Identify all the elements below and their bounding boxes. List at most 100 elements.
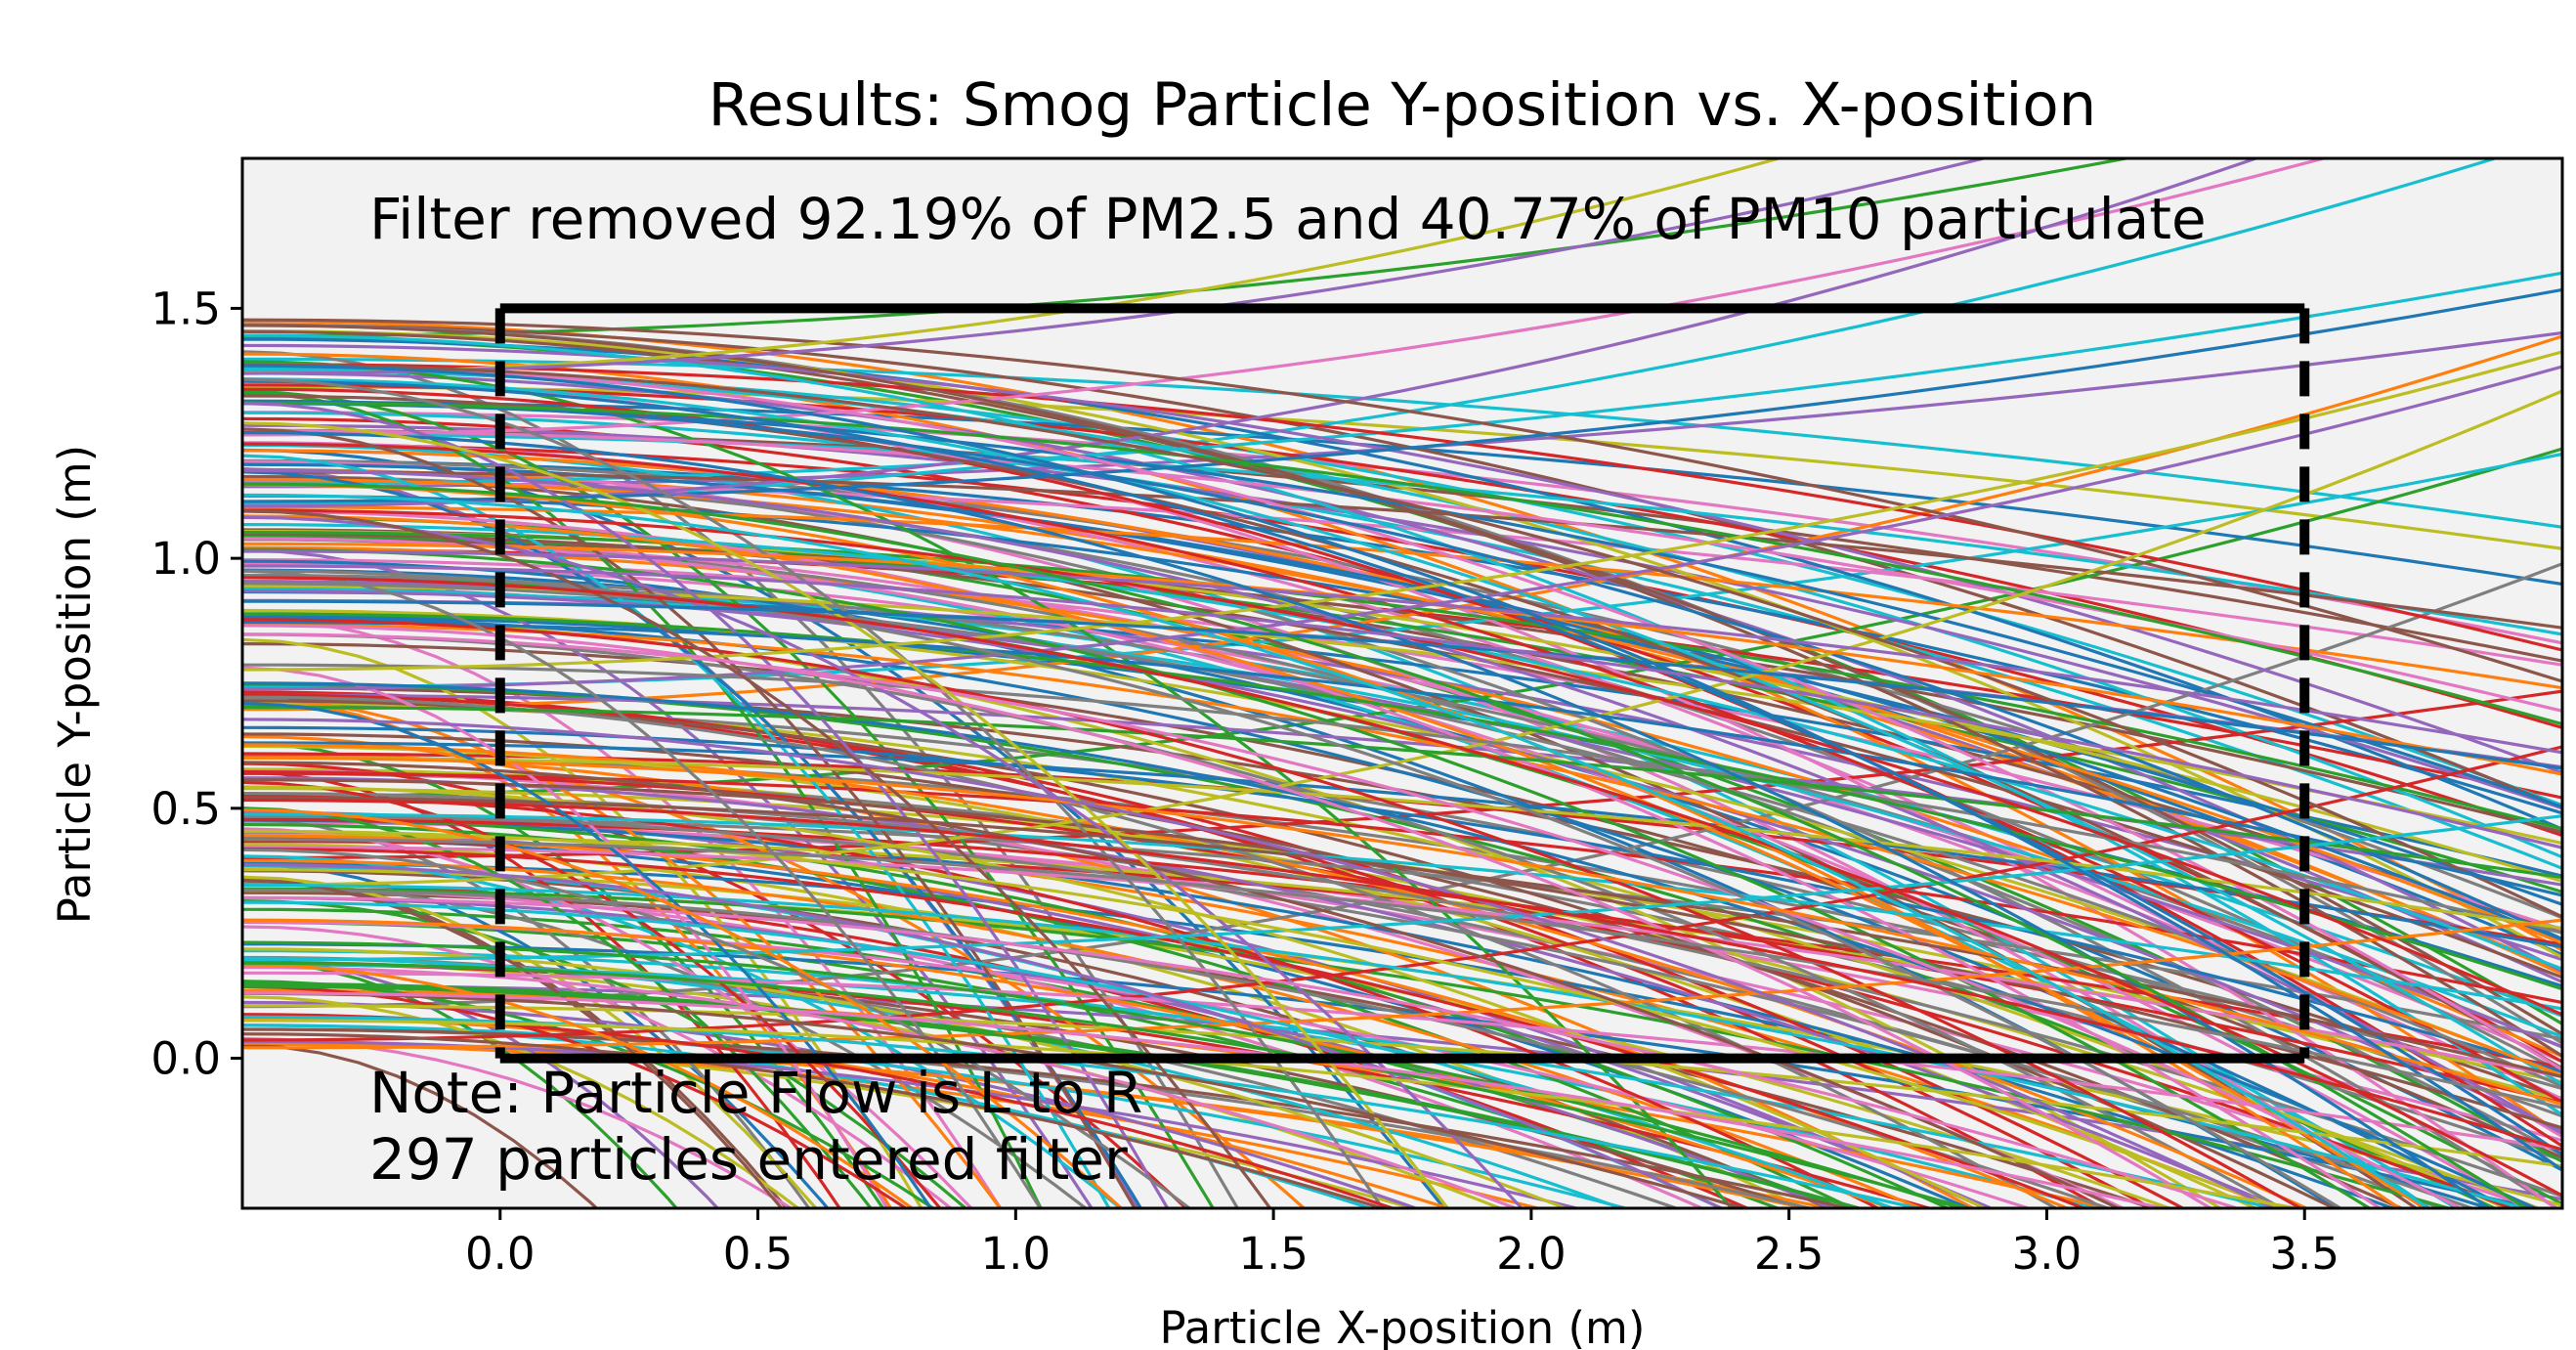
filter-efficiency-annotation: Filter removed 92.19% of PM2.5 and 40.77… [369,186,2207,252]
particle-trajectory [242,531,2562,831]
particle-trajectory [242,569,1043,1208]
particle-trajectories [242,158,2562,1208]
particle-trajectory [242,379,2562,1156]
particle-trajectory [242,363,2562,1071]
particle-trajectory [242,745,2562,1042]
particle-trajectory [242,364,2562,1172]
particle-trajectory [242,589,2562,1049]
particle-trajectory [242,918,1896,1208]
x-tick-label: 0.5 [723,1228,794,1280]
particle-trajectory [242,363,2562,652]
particle-trajectory [242,401,1170,1208]
particle-trajectory [242,564,2562,849]
y-tick-label: 0.0 [150,1033,221,1085]
particle-trajectory [242,576,2562,1198]
particle-trajectory [242,895,2243,1208]
particle-trajectory [242,532,2562,980]
particle-trajectory [242,848,1192,1208]
particle-trajectory [242,427,1137,1208]
x-tick-label: 1.5 [1238,1228,1309,1280]
x-axis: 0.0 0.5 1.0 1.5 2.0 2.5 3.0 3.5 [465,1208,2340,1280]
particle-trajectory [242,705,2562,880]
particle-trajectory [242,383,2562,729]
particle-trajectory [242,1016,1454,1208]
x-tick-label: 2.5 [1754,1228,1825,1280]
particle-trajectory [242,741,2562,949]
particle-trajectory [242,812,2562,1011]
particle-trajectory [242,827,974,1208]
particle-trajectory [242,480,2562,667]
y-axis-label: Particle Y-position (m) [49,445,101,924]
particle-trajectory [242,756,2562,931]
chart-title: Results: Smog Particle Y-position vs. X-… [708,70,2097,140]
particle-trajectory [242,829,2286,1208]
particle-trajectory [242,632,2464,1208]
y-tick-label: 1.5 [150,283,221,334]
particle-trajectory [242,352,2562,1136]
x-tick-label: 1.0 [981,1228,1052,1280]
particle-trajectory [242,959,679,1208]
particle-trajectory [242,615,2512,1208]
particle-trajectory [242,287,2562,503]
x-tick-label: 3.0 [2012,1228,2082,1280]
particle-trajectory [242,401,2562,726]
particle-trajectory [242,814,2562,1041]
particle-trajectory [242,623,2562,1077]
particle-trajectory [242,1004,2562,1168]
particle-trajectory [242,756,2562,1107]
particle-trajectory [242,350,2562,672]
particle-trajectory [242,505,2562,690]
particle-trajectory [242,963,915,1208]
x-tick-label: 3.5 [2269,1228,2340,1280]
particle-trajectory [242,562,2562,1064]
particle-trajectory [242,798,2562,1152]
particle-trajectory [242,795,1882,1208]
particle-trajectory [242,1019,2305,1208]
y-tick-label: 0.5 [150,783,221,835]
particle-trajectory [242,599,2562,770]
particle-trajectory [242,158,2331,437]
particle-trajectory [242,537,2562,1101]
particle-trajectory [242,449,2562,976]
particle-trajectory [242,377,2562,1086]
particle-trajectory [242,718,2277,1208]
particle-trajectory [242,847,2088,1208]
particle-trajectory [242,371,2562,974]
particle-trajectory [242,887,2455,1208]
particle-trajectory [242,861,2495,1208]
particle-trajectory [242,421,1450,1208]
particle-trajectory [242,808,1124,1208]
y-tick-label: 1.0 [150,533,221,585]
flow-direction-note: Note: Particle Flow is L to R [369,1060,1142,1126]
particle-trajectory [242,548,1095,1208]
particle-trajectory [242,755,2562,1091]
particle-trajectory [242,618,2304,1208]
particle-trajectory [242,509,2383,1208]
particle-trajectory [242,838,2562,1110]
particle-trajectory [242,620,2562,897]
particle-trajectory [242,632,2285,1208]
particle-trajectory [242,940,1966,1208]
x-tick-label: 0.0 [465,1228,536,1280]
particle-trajectory [242,612,2562,991]
particle-trajectory [242,785,1989,1208]
x-tick-label: 2.0 [1496,1228,1567,1280]
y-axis: 0.0 0.5 1.0 1.5 [150,283,242,1085]
particle-trajectory [242,1042,1545,1208]
particle-trajectory [242,961,1973,1208]
particle-trajectory [242,443,2432,1208]
particle-trajectory [242,365,2562,691]
particle-trajectory [242,796,2562,1079]
particle-trajectory [242,699,2339,1208]
particle-trajectory [242,323,2562,809]
particle-trajectory [242,624,2214,1208]
filter-box [494,303,2310,1064]
particle-trajectory [242,399,2562,941]
particle-count-note: 297 particles entered filter [369,1126,1128,1193]
particle-trajectory [242,363,2562,919]
plot-frame [240,156,2564,1210]
x-axis-label: Particle X-position (m) [1160,1302,1646,1350]
particle-trajectory [242,1043,599,1208]
particle-trajectory [242,509,1272,1208]
